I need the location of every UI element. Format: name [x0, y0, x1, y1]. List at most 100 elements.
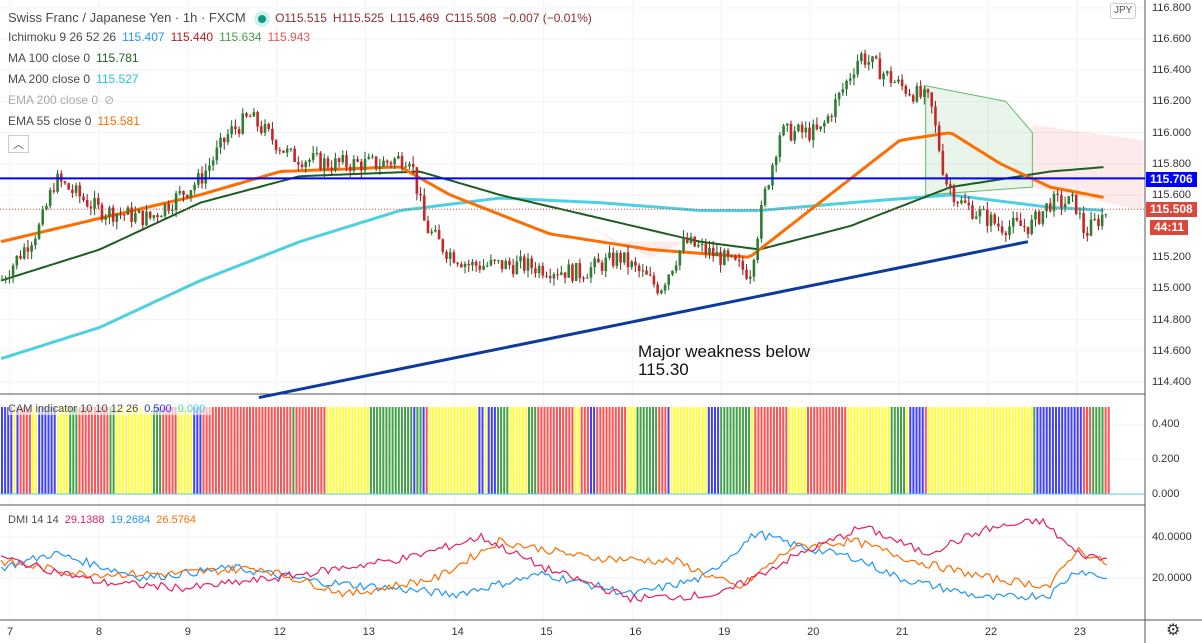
cam-bar	[149, 407, 152, 494]
candle-body	[689, 236, 693, 243]
cam-bar	[946, 407, 949, 494]
candle-body	[937, 125, 941, 151]
candle-body	[408, 163, 411, 167]
cam-bar	[639, 407, 642, 494]
candle-body	[445, 251, 448, 259]
candle-body	[441, 239, 445, 252]
cam-bar	[109, 407, 112, 494]
cam-bar	[84, 407, 87, 494]
cam-bar	[813, 407, 816, 494]
cam-bar	[937, 407, 940, 494]
cam-bar	[683, 407, 685, 494]
cam-bar	[1048, 407, 1051, 494]
candle-body	[148, 211, 152, 218]
cam-bar	[233, 407, 236, 494]
candle-body	[789, 123, 793, 141]
ema200-label: EMA 200 close 0	[8, 93, 99, 107]
cam-bar	[986, 407, 989, 494]
cam-bar	[143, 407, 146, 494]
candle-body	[56, 173, 59, 192]
ma200-legend[interactable]: MA 200 close 0 115.527	[8, 72, 145, 86]
cam-bar	[686, 407, 689, 494]
candle-body	[452, 252, 456, 263]
cam-bar	[407, 407, 410, 494]
cam-bar	[1011, 407, 1014, 494]
cam-bar	[664, 407, 667, 494]
candle-body	[352, 159, 356, 171]
candle-body	[385, 160, 389, 163]
candle-body	[667, 274, 671, 285]
cam-bar	[915, 407, 918, 494]
symbol-title[interactable]: Swiss Franc / Japanese Yen · 1h · FXCM	[8, 10, 246, 25]
ema200-legend[interactable]: EMA 200 close 0 ⊘	[8, 93, 120, 107]
cam-bar	[580, 407, 583, 494]
candle-body	[563, 272, 567, 278]
ichimoku-legend[interactable]: Ichimoku 9 26 52 26 115.407 115.440 115.634…	[8, 30, 316, 44]
candle-body	[997, 223, 1000, 227]
cam-bar	[118, 407, 121, 494]
eye-hidden-icon[interactable]: ⊘	[104, 93, 115, 107]
cam-bar	[363, 407, 366, 494]
candle-body	[311, 153, 315, 160]
candle-body	[593, 258, 596, 268]
cam-bar	[816, 407, 819, 494]
settings-gear-icon[interactable]: ⚙	[1166, 622, 1181, 639]
candle-body	[1019, 220, 1022, 226]
cam-bar	[1002, 407, 1005, 494]
ma100-legend[interactable]: MA 100 close 0 115.781	[8, 51, 145, 65]
candle-body	[37, 224, 41, 239]
chart-annotation[interactable]: Major weakness below 115.30	[638, 343, 810, 379]
currency-badge[interactable]: JPY	[1110, 3, 1137, 19]
candle-body	[774, 157, 778, 166]
cam-legend[interactable]: CAM indicator 10 10 12 26 0.500 0.000	[8, 403, 212, 415]
candle-body	[1060, 195, 1063, 208]
candle-body	[548, 276, 552, 279]
candle-body	[119, 214, 122, 216]
cam-bar	[342, 407, 344, 494]
time-axis-tick: 16	[629, 626, 642, 638]
candle-body	[41, 209, 45, 225]
cam-bar	[422, 407, 425, 494]
cam-bar	[326, 407, 329, 494]
candle-body	[1037, 211, 1041, 224]
cam-bar	[779, 407, 782, 494]
candle-body	[478, 265, 482, 270]
candle-body	[400, 155, 404, 168]
cam-bar	[373, 407, 375, 494]
dmi-v1: 29.1388	[64, 514, 105, 526]
cam-bar	[329, 407, 332, 494]
cam-bar	[869, 407, 871, 494]
candle-body	[345, 155, 348, 167]
cam-bar	[205, 407, 208, 494]
cam-bar	[1101, 407, 1104, 494]
cam-bar	[996, 407, 999, 494]
cam-bar	[652, 407, 654, 494]
candle-body	[867, 62, 871, 65]
collapse-legend-button[interactable]: ︿	[8, 135, 29, 153]
candle-body	[1008, 226, 1011, 236]
cam-bar	[128, 407, 131, 494]
candle-body	[619, 252, 622, 263]
cam-bar	[348, 407, 351, 494]
cam-bar	[1058, 407, 1061, 494]
time-axis-tick: 19	[718, 626, 731, 638]
candle-body	[1026, 226, 1030, 235]
cam-bar	[518, 407, 521, 494]
cam-bar	[47, 407, 50, 494]
dmi-plus-line	[0, 530, 1107, 601]
cam-bar	[183, 407, 186, 494]
cam-axis-tick: 0.400	[1152, 418, 1180, 430]
cam-bar	[757, 407, 760, 494]
candle-body	[782, 125, 785, 136]
candle-body	[504, 260, 508, 270]
cam-bar	[630, 407, 633, 494]
cam-bar	[419, 407, 422, 494]
cam-bar	[512, 407, 515, 494]
cam-bar	[35, 407, 38, 494]
dmi-legend[interactable]: DMI 14 14 29.1388 19.2684 26.5764	[8, 514, 202, 526]
cam-bar	[75, 407, 78, 494]
candle-body	[141, 210, 145, 226]
ema55-legend[interactable]: EMA 55 close 0 115.581	[8, 114, 146, 128]
candle-body	[93, 198, 96, 209]
